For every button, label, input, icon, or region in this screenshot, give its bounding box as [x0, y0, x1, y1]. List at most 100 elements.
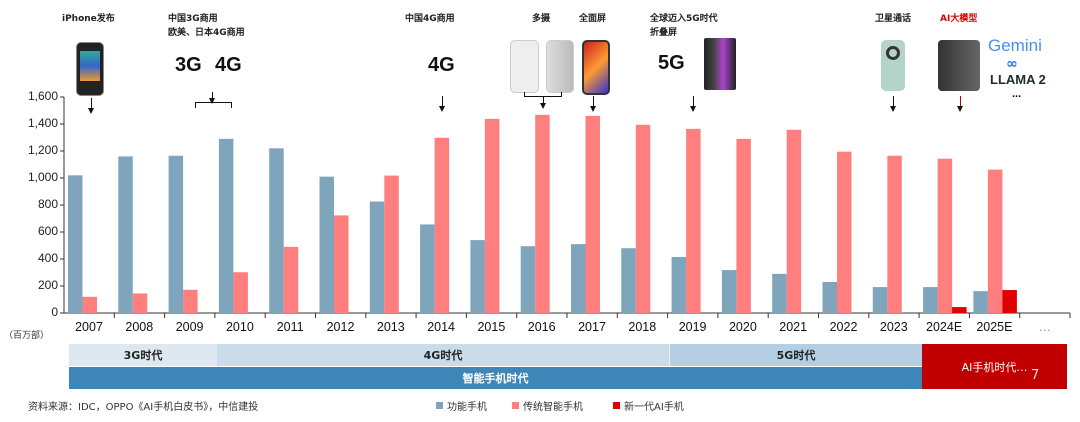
multicam-phone-image-1: [510, 40, 539, 93]
bar-smart-2016: [535, 114, 550, 313]
annotation-china3g-line2: 欧美、日本4G商用: [168, 28, 245, 38]
legend-feature: 功能手机: [436, 398, 487, 413]
bar-feature-2025E: [973, 291, 988, 313]
bar-smart-2023: [887, 155, 902, 313]
y-tick-label: 200: [37, 278, 58, 292]
bar-smart-2007: [82, 296, 97, 313]
annotation-china4g: 中国4G商用: [405, 14, 455, 24]
x-tick-label: 2016: [527, 320, 556, 334]
multicam-phone-image-2: [546, 40, 574, 93]
x-tick-label: 2012: [326, 320, 355, 334]
x-tick-label: 2011: [276, 320, 304, 334]
bar-feature-2011: [269, 148, 284, 313]
unit-label: （百万部）: [4, 331, 50, 341]
bar-feature-2014: [420, 224, 435, 313]
satellite-phone-image: [881, 40, 905, 91]
legend-label-feature: 功能手机: [447, 402, 487, 413]
arrow-2017: [590, 96, 596, 112]
bar-smart-2024E: [937, 158, 953, 313]
era-ai-phone: AI手机时代…: [922, 344, 1067, 389]
bar-feature-2019: [671, 256, 687, 313]
llama-logo: LLAMA 2: [990, 72, 1046, 87]
legend-label-smart: 传统智能手机: [523, 402, 583, 413]
x-tick-label: 2025E: [976, 320, 1013, 334]
bar-smart-2013: [384, 175, 399, 313]
x-tick-label: 2008: [125, 320, 154, 334]
annotation-multicam: 多摄: [532, 14, 551, 24]
x-tick-label: 2023: [879, 320, 908, 334]
source-note: 资料来源：IDC，OPPO《AI手机白皮书》，中信建投: [28, 402, 259, 413]
bar-smart-2018: [635, 124, 651, 313]
y-tick-label: 800: [37, 197, 58, 211]
bar-smart-2017: [585, 115, 600, 314]
bar-ai-2025E: [1002, 290, 1017, 313]
bar-chart: [60, 96, 1071, 318]
bar-feature-2023: [872, 287, 888, 313]
bar-feature-2007: [68, 175, 83, 313]
4g-icon-2014: 4G: [428, 54, 455, 76]
x-tick-label: 2017: [578, 320, 606, 334]
x-tick-label: 2022: [829, 320, 858, 334]
arrow-2009-2010: [209, 92, 215, 104]
legend-ai: 新一代AI手机: [613, 398, 684, 413]
y-tick-label: 1,600: [27, 89, 58, 103]
foldable-phone-image: [704, 38, 736, 90]
annotation-ai-model: AI大模型: [940, 14, 978, 24]
x-tick-label: 2009: [175, 320, 204, 334]
bar-feature-2012: [319, 176, 334, 313]
legend-label-ai: 新一代AI手机: [624, 402, 684, 413]
bar-smart-2014: [434, 137, 450, 313]
x-tick-label: 2019: [678, 320, 707, 334]
y-tick-label: 1,200: [27, 143, 58, 157]
bar-feature-2018: [621, 248, 636, 313]
annotation-global5g-line2: 折叠屏: [650, 28, 678, 38]
era-3g: 3G时代: [69, 344, 217, 366]
arrow-2014: [439, 96, 445, 112]
galaxy-phone-image: [938, 40, 980, 91]
bracket-2015-2016: [524, 92, 562, 97]
bar-smart-2010: [233, 272, 248, 313]
annotation-satellite: 卫星通话: [875, 14, 912, 24]
arrow-2007: [88, 98, 94, 114]
legend-swatch-smart: [512, 402, 519, 409]
x-tick-label: 2013: [376, 320, 405, 334]
bar-feature-2022: [822, 281, 837, 313]
bar-feature-2016: [520, 246, 536, 313]
bar-ai-2024E: [952, 307, 967, 313]
bar-smart-2025E: [987, 169, 1003, 313]
arrow-2019: [690, 96, 696, 112]
bar-feature-2024E: [923, 287, 938, 313]
x-tick-label: 2024E: [926, 320, 963, 334]
x-tick-label: …: [1038, 320, 1051, 334]
legend-swatch-ai: [613, 402, 620, 409]
bar-smart-2012: [334, 215, 349, 313]
bar-feature-2017: [571, 244, 586, 313]
more-models-ellipsis: ...: [1012, 88, 1022, 100]
y-tick-label: 400: [37, 251, 58, 265]
bar-feature-2021: [772, 273, 787, 313]
bar-feature-2015: [470, 240, 485, 313]
arrow-2023: [890, 96, 896, 112]
page-number: 7: [1031, 368, 1040, 383]
annotation-china3g-line1: 中国3G商用: [168, 14, 218, 24]
x-tick-label: 2020: [728, 320, 757, 334]
x-tick-label: 2010: [225, 320, 254, 334]
bar-feature-2010: [218, 138, 234, 313]
era-smartphone: 智能手机时代: [69, 367, 922, 389]
5g-icon: 5G: [658, 52, 685, 74]
bar-feature-2009: [168, 155, 184, 313]
bar-smart-2011: [283, 246, 299, 313]
arrow-2024: [957, 96, 963, 112]
bar-smart-2021: [786, 129, 802, 313]
bar-feature-2013: [369, 201, 385, 313]
x-tick-label: 2015: [477, 320, 506, 334]
x-tick-label: 2014: [427, 320, 455, 334]
era-4g: 4G时代: [217, 344, 670, 366]
bar-smart-2015: [484, 118, 500, 314]
iphone-image: [76, 42, 104, 96]
bar-smart-2019: [686, 128, 701, 313]
gemini-logo: Gemini: [988, 36, 1042, 55]
bar-smart-2022: [837, 151, 852, 313]
legend-smart: 传统智能手机: [512, 398, 583, 413]
